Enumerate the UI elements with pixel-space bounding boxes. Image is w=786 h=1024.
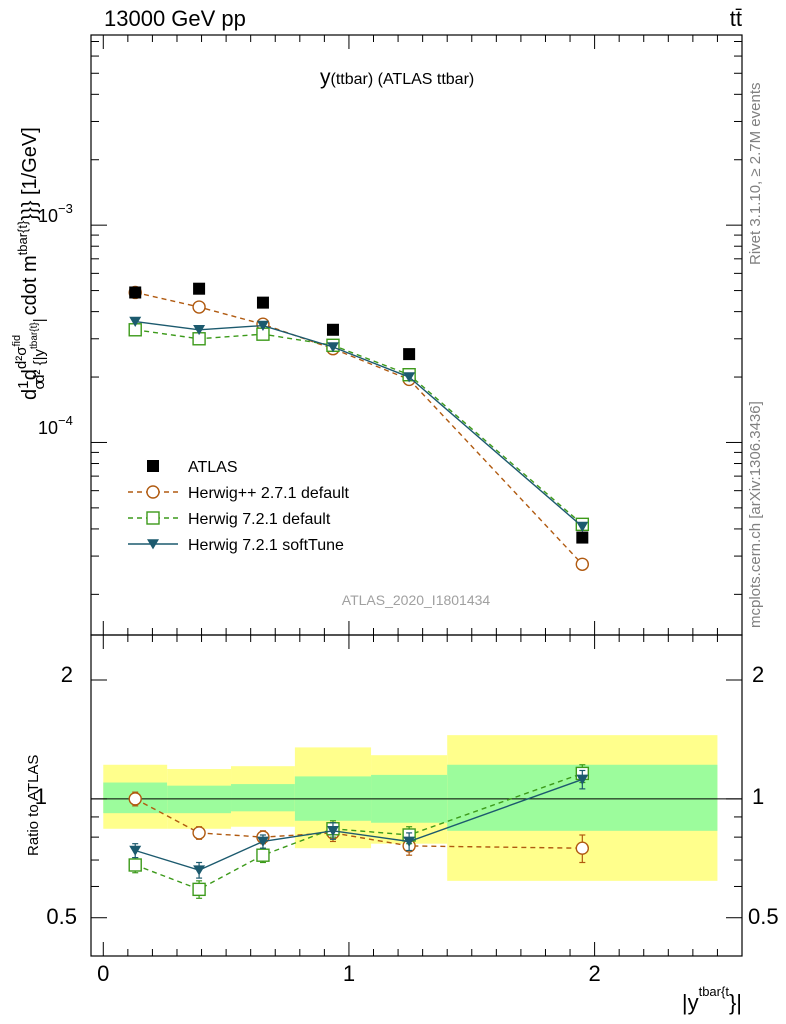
marker-square-open: [128, 858, 142, 872]
main-y-axis-label: d1σdd²σfidd² {|ytbar{t}|cdot mtbar{t}}}}…: [11, 127, 48, 400]
marker-triangle: [576, 774, 589, 785]
y-tick-label-1e-3: 10−3: [38, 201, 73, 226]
main-plot: 10−3 10−4 y(ttbar) (ATLAS ttbar) d1σdd²σ…: [11, 34, 743, 636]
marker-triangle: [147, 539, 159, 550]
ratio-y-tick-1: 1: [35, 784, 47, 809]
analysis-watermark: ATLAS_2020_I1801434: [342, 592, 491, 608]
svg-text:d1σdd²σfidd² {|ytbar{t}|cdot m: d1σdd²σfidd² {|ytbar{t}|cdot mtbar{t}}}}…: [11, 127, 48, 400]
series-line: [135, 778, 583, 871]
marker-square: [147, 460, 159, 472]
plot-title: y(ttbar) (ATLAS ttbar): [320, 66, 474, 89]
series-line: [134, 798, 583, 849]
marker-triangle: [256, 836, 269, 847]
marker-circle: [575, 841, 590, 855]
marker-circle: [128, 792, 142, 806]
marker-triangle: [403, 836, 416, 847]
ratio-y-tick-0.5: 0.5: [46, 904, 77, 929]
marker-circle: [146, 485, 160, 499]
marker-triangle: [326, 826, 339, 837]
energy-label: 13000 GeV pp: [104, 6, 246, 31]
ratio-y-tick-right-1: 1: [752, 784, 764, 809]
ratio-bands: [103, 735, 718, 881]
ratio-y-tick-2: 2: [61, 662, 73, 687]
x-tick-1: 1: [343, 961, 355, 986]
ratio-y-tick-right-2: 2: [752, 662, 764, 687]
legend-label: Herwig 7.2.1 default: [188, 511, 331, 528]
marker-circle: [192, 300, 206, 314]
marker-square: [326, 323, 339, 336]
marker-triangle: [193, 865, 206, 876]
uncertainty-band-inner: [167, 785, 232, 814]
marker-triangle: [193, 324, 206, 336]
legend: ATLAS Herwig++ 2.7.1 default Herwig 7.2.1 …: [128, 459, 350, 554]
marker-circle: [192, 826, 206, 840]
ratio-x-ticks: [102, 635, 718, 956]
marker-circle: [575, 557, 590, 571]
marker-square-open: [192, 882, 206, 897]
marker-triangle: [326, 342, 339, 353]
rivet-label: Rivet 3.1.10, ≥ 2.7M events: [747, 83, 764, 266]
legend-label: ATLAS: [188, 459, 238, 476]
ratio-y-axis-label: Ratio to ATLAS: [25, 755, 42, 856]
uncertainty-band-inner: [231, 784, 295, 812]
legend-label: Herwig++ 2.7.1 default: [188, 485, 350, 502]
series-line: [134, 772, 583, 891]
series-line: [135, 291, 583, 565]
ratio-plot-frame: [90, 634, 743, 957]
marker-square: [193, 282, 206, 295]
series-line: [135, 320, 583, 528]
marker-square: [576, 531, 589, 544]
x-tick-0: 0: [97, 961, 109, 986]
marker-triangle: [576, 521, 589, 533]
main-series: [128, 282, 590, 571]
main-x-ticks: [102, 35, 718, 635]
marker-triangle: [403, 372, 416, 383]
main-y-ticks: [91, 41, 742, 595]
ratio-y-ticks: [91, 679, 742, 957]
x-tick-2: 2: [588, 961, 600, 986]
marker-triangle: [129, 316, 142, 327]
marker-triangle: [129, 845, 142, 856]
marker-square-open: [256, 848, 270, 862]
marker-square: [129, 286, 142, 299]
y-tick-label-1e-4: 10−4: [38, 413, 73, 438]
marker-square: [403, 348, 416, 361]
x-axis-label: |ytbar{t}|: [682, 984, 742, 1015]
marker-square-open: [146, 511, 160, 525]
process-label: tt̄: [730, 6, 742, 31]
ratio-plot: 2 1 0.5 2 1 0.5 Ratio to ATLAS 0 1 2 |yt…: [25, 634, 779, 1015]
mcplots-label: mcplots.cern.ch [arXiv:1306.3436]: [747, 401, 764, 628]
marker-square: [256, 296, 269, 309]
ratio-y-tick-right-0.5: 0.5: [748, 904, 779, 929]
series-line: [135, 329, 583, 525]
legend-label: Herwig 7.2.1 softTune: [188, 537, 344, 554]
marker-triangle: [256, 320, 269, 331]
ratio-series: [128, 764, 590, 899]
